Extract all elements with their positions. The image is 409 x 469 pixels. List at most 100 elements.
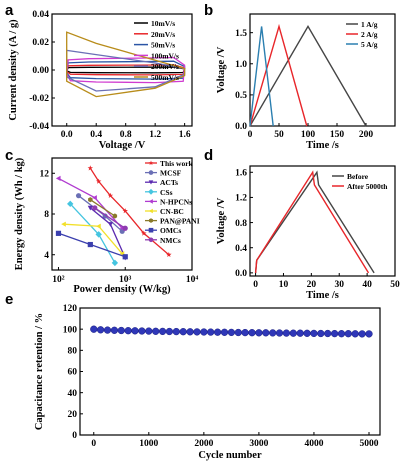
cv-curve-3 bbox=[66, 56, 186, 84]
retention-point bbox=[317, 329, 325, 338]
y-tick-label: 4 bbox=[44, 251, 49, 261]
retention-point bbox=[90, 325, 98, 333]
x-tick-label: 4000 bbox=[304, 439, 323, 449]
retention-point bbox=[227, 328, 236, 337]
ragone-point bbox=[95, 231, 102, 238]
cv-curve-5 bbox=[66, 31, 186, 98]
ragone-point bbox=[87, 205, 93, 211]
retention-point bbox=[234, 328, 242, 337]
y-tick-label: 80 bbox=[68, 347, 78, 357]
retention-point bbox=[124, 327, 132, 335]
retention-point bbox=[324, 329, 332, 338]
legend-entry: Before bbox=[347, 172, 369, 181]
x-tick-label: 3000 bbox=[249, 439, 268, 449]
ragone-point bbox=[55, 230, 62, 236]
retention-point bbox=[131, 327, 139, 335]
plot-area-b bbox=[249, 13, 396, 127]
y-axis-label: Current density (A / g) bbox=[8, 19, 19, 121]
legend-entry: 1 A/g bbox=[361, 20, 378, 29]
retention-point bbox=[207, 328, 215, 336]
ragone-point bbox=[75, 193, 82, 199]
y-tick-label: 1.5 bbox=[235, 29, 247, 39]
y-axis-label: Capacitance retention / % bbox=[34, 313, 45, 430]
retention-point bbox=[303, 329, 311, 337]
retention-point bbox=[220, 328, 229, 336]
cycle-curve-1 bbox=[254, 170, 370, 274]
legend-marker bbox=[148, 160, 154, 165]
retention-point bbox=[158, 327, 167, 336]
legend-entry: N-HPCNs bbox=[160, 197, 192, 206]
legend-marker bbox=[148, 188, 154, 195]
y-tick-label: 0.0 bbox=[235, 122, 247, 132]
retention-point bbox=[289, 329, 297, 337]
retention-point bbox=[337, 330, 346, 338]
legend-marker bbox=[148, 208, 153, 214]
ragone-point bbox=[87, 241, 93, 248]
retention-point bbox=[269, 329, 277, 337]
panel-label-e: e bbox=[5, 291, 13, 308]
ragone-point bbox=[92, 205, 98, 211]
x-tick-label: 1.2 bbox=[149, 130, 161, 140]
chart-panel-b: 0 50 100 150 200 0.0 0.5 1.0 1.5 Time /s Voltage /… bbox=[216, 13, 396, 151]
ragone-point bbox=[122, 225, 128, 231]
retention-point bbox=[248, 329, 256, 337]
legend-entry: NMCs bbox=[160, 236, 181, 245]
retention-point bbox=[344, 330, 352, 338]
retention-point bbox=[186, 328, 194, 336]
panel-label-a: a bbox=[5, 2, 14, 19]
x-tick-label: 0.4 bbox=[90, 130, 102, 140]
retention-point bbox=[179, 328, 187, 336]
ragone-point bbox=[96, 223, 101, 229]
x-tick-label: 150 bbox=[330, 130, 345, 140]
ragone-point bbox=[107, 222, 114, 227]
retention-point bbox=[103, 326, 112, 334]
legend-marker bbox=[148, 227, 154, 233]
retention-point bbox=[330, 329, 339, 338]
ragone-line-8 bbox=[94, 207, 126, 229]
x-tick-label: 50 bbox=[390, 280, 400, 290]
legend-entry: This work bbox=[160, 159, 194, 168]
plot-area-e bbox=[79, 307, 381, 436]
y-tick-label: 1.2 bbox=[235, 194, 247, 204]
retention-point bbox=[282, 329, 291, 337]
legend-entry: MCSF bbox=[160, 169, 182, 178]
legend-marker bbox=[149, 218, 153, 223]
x-tick-label: 50 bbox=[274, 130, 284, 140]
legend-marker bbox=[148, 170, 154, 175]
ragone-line-6 bbox=[89, 199, 116, 217]
y-tick-label: 40 bbox=[68, 389, 78, 399]
retention-point bbox=[262, 329, 270, 337]
y-tick-label: 60 bbox=[68, 368, 78, 378]
gcd-curve-2 bbox=[249, 26, 274, 127]
x-tick-label: 20 bbox=[307, 280, 317, 290]
x-tick-label: 10⁴ bbox=[186, 275, 199, 285]
x-tick-label: 10³ bbox=[119, 275, 132, 285]
x-axis-label: Time /s bbox=[306, 290, 339, 301]
legend-entry: CSs bbox=[160, 188, 173, 197]
y-tick-label: 12 bbox=[40, 169, 50, 179]
retention-point bbox=[275, 329, 284, 337]
ragone-point bbox=[122, 208, 128, 214]
x-tick-label: 0 bbox=[253, 280, 258, 290]
y-tick-label: 20 bbox=[68, 410, 78, 420]
retention-point bbox=[165, 327, 174, 336]
retention-point bbox=[255, 329, 263, 337]
legend-entry: 100mV/s bbox=[151, 51, 179, 60]
retention-point bbox=[152, 327, 160, 335]
y-tick-label: 0.8 bbox=[235, 219, 247, 229]
y-axis-label: Energy density (Wh / kg) bbox=[14, 157, 25, 270]
legend-entry: 200mV/s bbox=[151, 62, 179, 71]
y-tick-label: 0 bbox=[72, 431, 77, 441]
x-tick-label: 1000 bbox=[139, 439, 158, 449]
y-tick-label: -0.02 bbox=[29, 94, 49, 104]
ragone-point bbox=[88, 197, 93, 203]
x-axis-label: Cycle number bbox=[198, 450, 262, 461]
retention-point bbox=[172, 327, 180, 336]
ragone-point bbox=[166, 251, 172, 257]
y-tick-label: 0.4 bbox=[235, 244, 247, 254]
retention-point bbox=[358, 330, 366, 338]
ragone-point bbox=[95, 178, 102, 184]
retention-point bbox=[138, 327, 146, 335]
ragone-point bbox=[141, 230, 147, 236]
y-tick-label: 120 bbox=[63, 304, 78, 314]
